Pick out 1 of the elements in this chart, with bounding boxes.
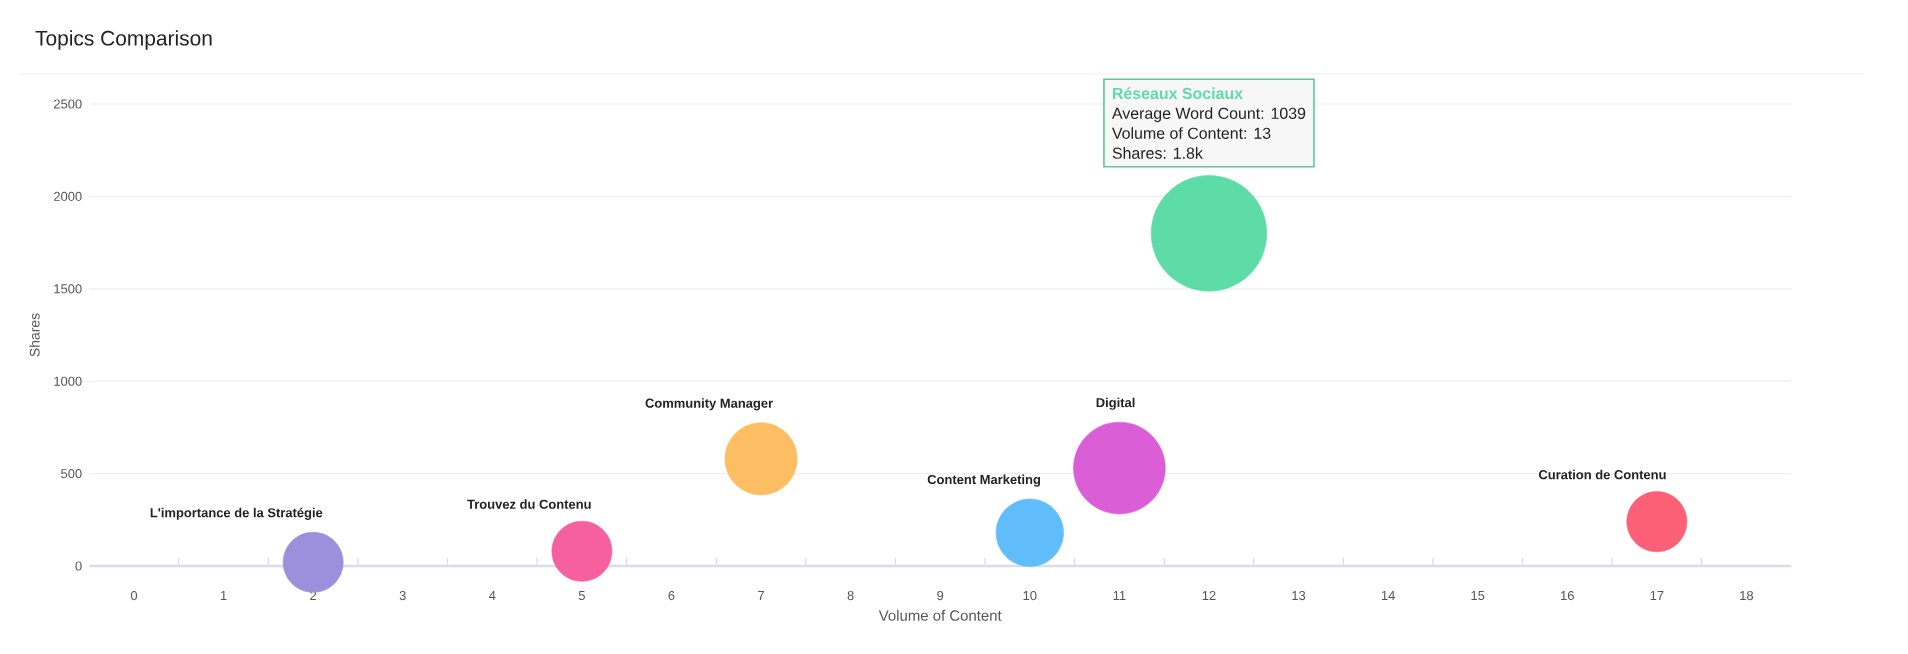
chart-title: Topics Comparison bbox=[35, 30, 212, 50]
